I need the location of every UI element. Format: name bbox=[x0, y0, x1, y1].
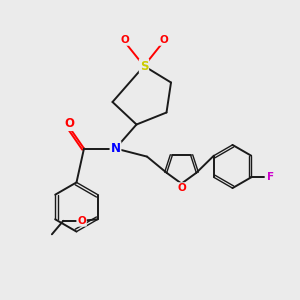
Text: O: O bbox=[159, 35, 168, 45]
Text: O: O bbox=[64, 117, 74, 130]
Text: O: O bbox=[120, 35, 129, 45]
Text: N: N bbox=[110, 142, 121, 155]
Text: O: O bbox=[177, 183, 186, 193]
Text: S: S bbox=[140, 59, 148, 73]
Text: F: F bbox=[267, 172, 274, 182]
Text: O: O bbox=[77, 216, 86, 226]
